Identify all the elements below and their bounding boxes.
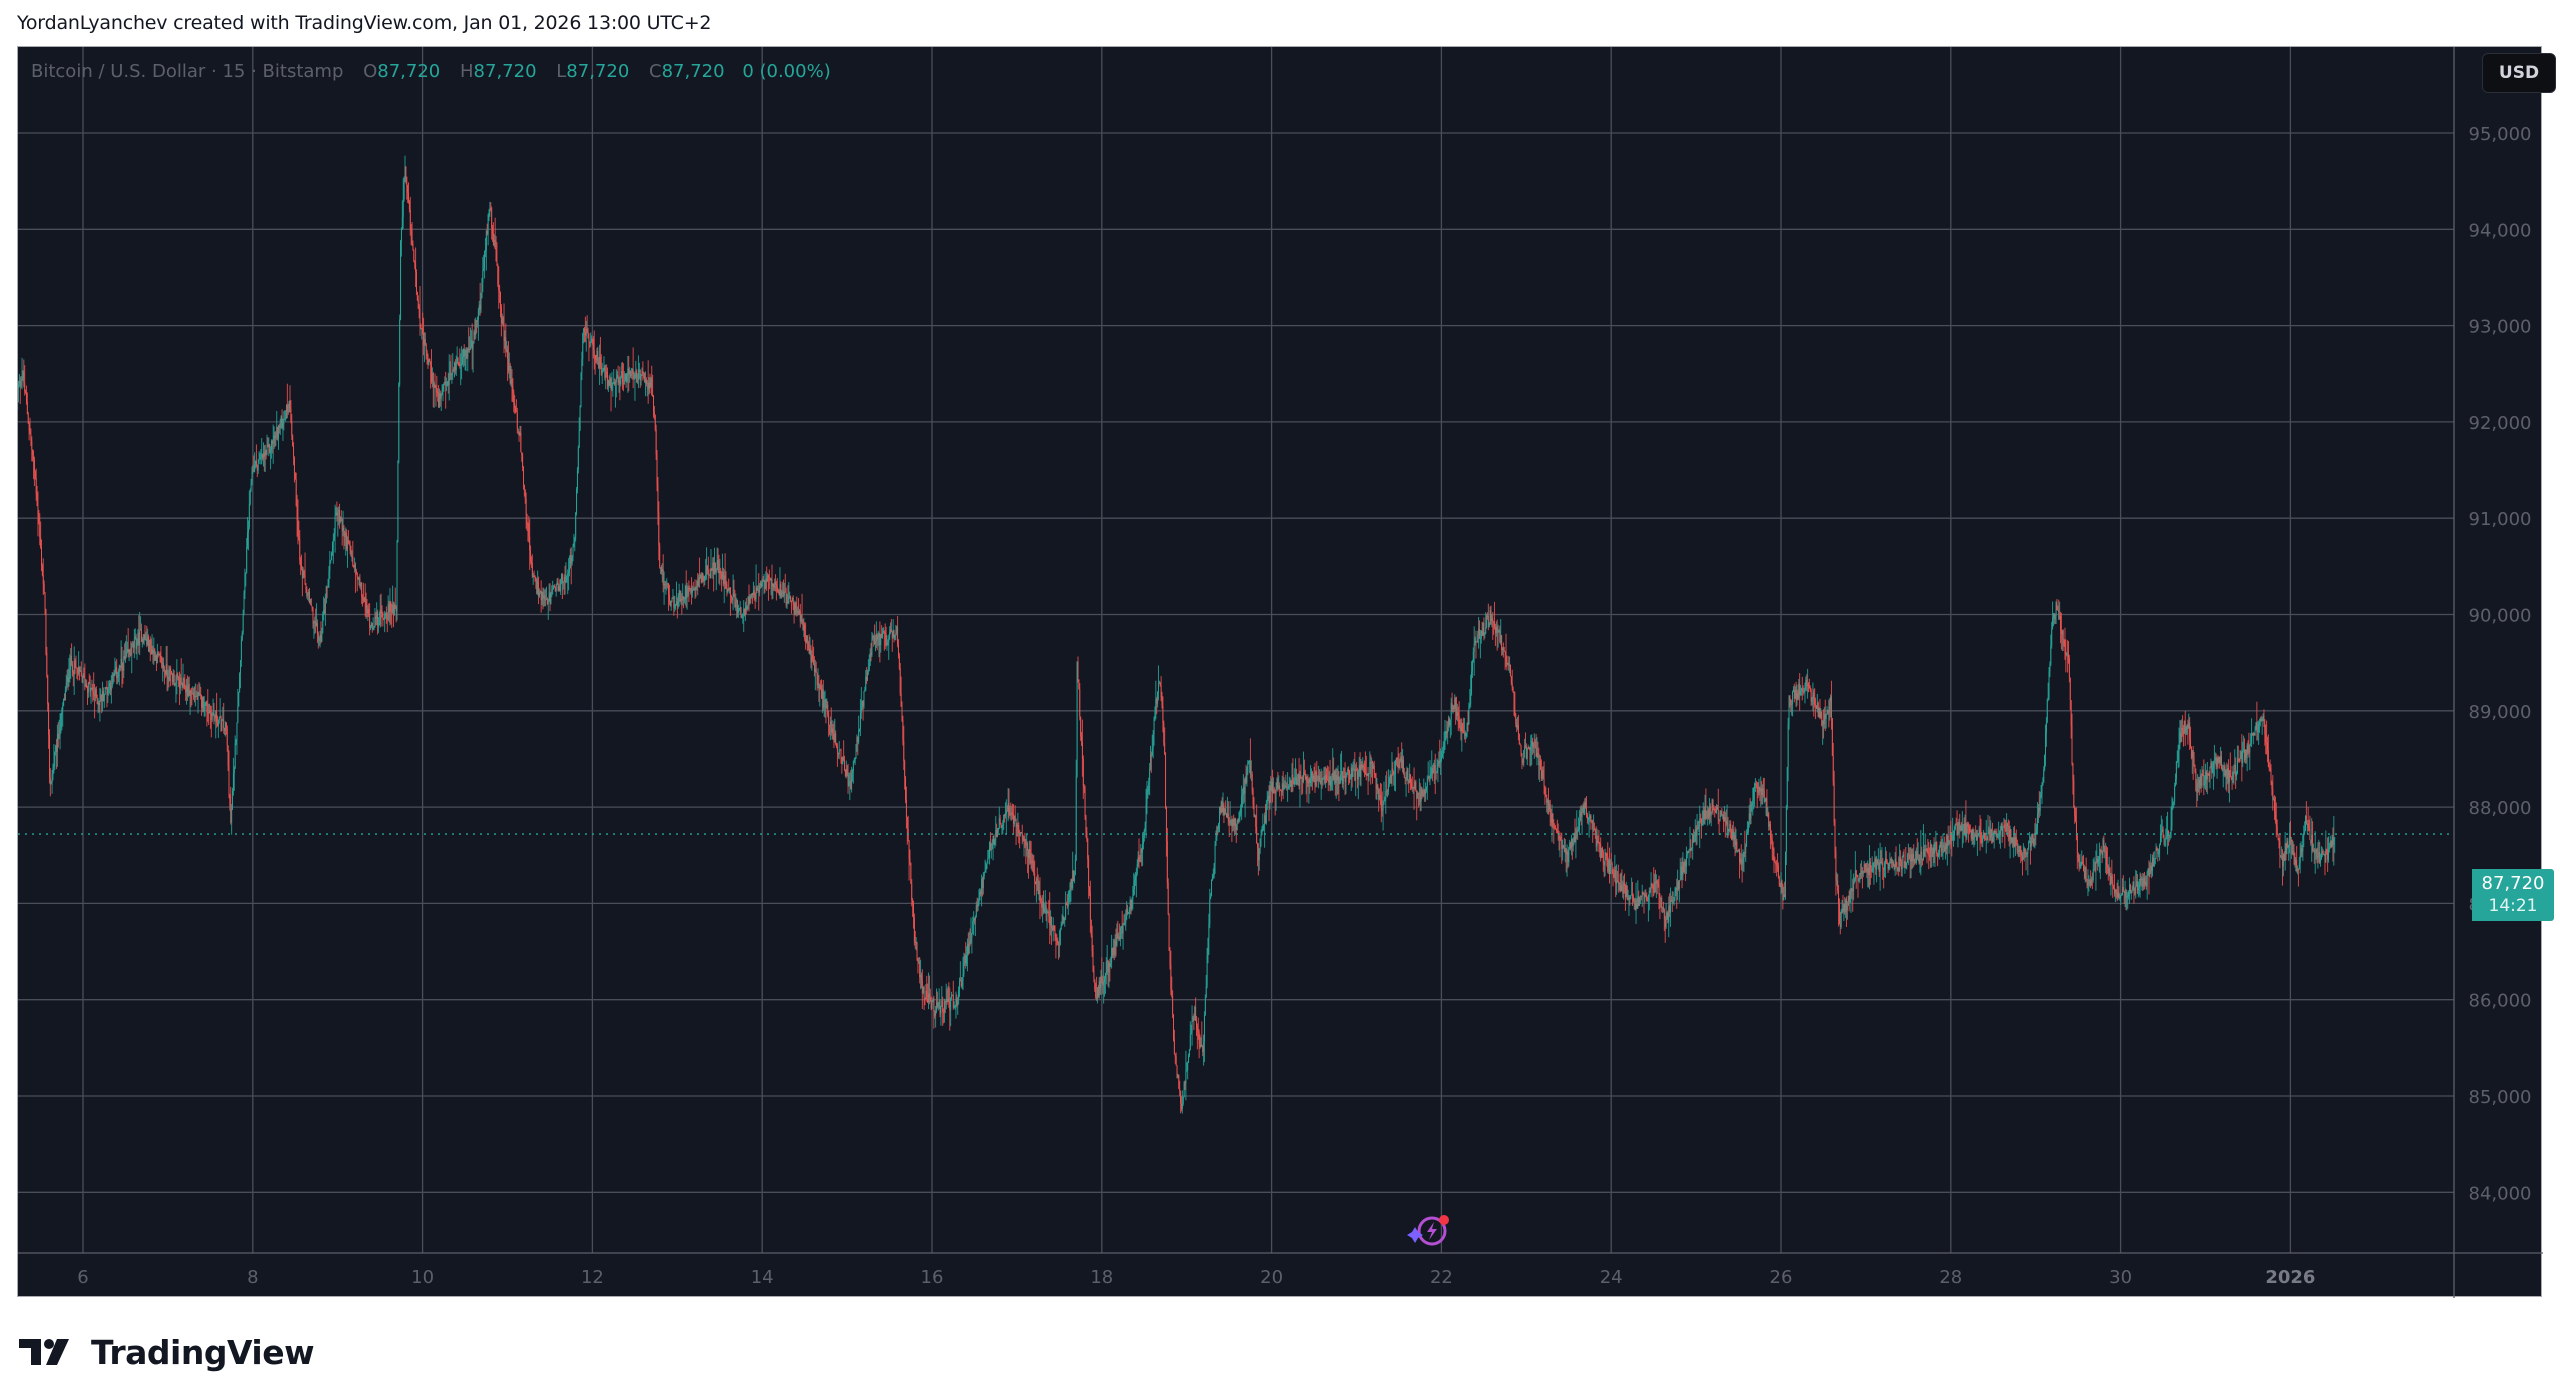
- price-tick-label: 91,000: [2469, 509, 2532, 530]
- bar-countdown: 14:21: [2488, 896, 2538, 916]
- price-tick-label: 88,000: [2469, 798, 2532, 819]
- time-tick-label: 10: [411, 1267, 434, 1288]
- price-tick-label: 85,000: [2469, 1087, 2532, 1108]
- high-value: 87,720: [473, 61, 537, 82]
- symbol-title[interactable]: Bitcoin / U.S. Dollar · 15 · Bitstamp: [31, 61, 344, 82]
- open-label: O: [363, 61, 378, 82]
- price-tick-label: 86,000: [2469, 991, 2532, 1012]
- time-tick-label: 28: [1939, 1267, 1962, 1288]
- open-value: 87,720: [377, 61, 441, 82]
- time-tick-label: 26: [1770, 1267, 1793, 1288]
- time-tick-label: 8: [247, 1267, 258, 1288]
- symbol-legend: Bitcoin / U.S. Dollar · 15 · Bitstamp O8…: [31, 61, 831, 82]
- time-tick-label: 24: [1600, 1267, 1623, 1288]
- price-tick-label: 90,000: [2469, 606, 2532, 627]
- change-value: 0 (0.00%): [742, 61, 831, 82]
- time-tick-label: 18: [1090, 1267, 1113, 1288]
- time-tick-label: 2026: [2265, 1267, 2315, 1288]
- low-value: 87,720: [566, 61, 630, 82]
- grid-lines: [18, 47, 2454, 1253]
- brand-name: TradingView: [91, 1332, 315, 1372]
- time-tick-label: 20: [1260, 1267, 1283, 1288]
- high-label: H: [460, 61, 474, 82]
- price-tick-label: 93,000: [2469, 317, 2532, 338]
- currency-button[interactable]: USD: [2482, 53, 2556, 93]
- time-tick-label: 30: [2109, 1267, 2132, 1288]
- axes: [18, 47, 2543, 1298]
- time-tick-label: 16: [921, 1267, 944, 1288]
- time-tick-label: 14: [751, 1267, 774, 1288]
- time-tick-label: 22: [1430, 1267, 1453, 1288]
- price-axis[interactable]: 95,000 94,000 93,000 92,000 91,000 90,000 89,0…: [2469, 124, 2532, 1204]
- price-tick-label: 84,000: [2469, 1183, 2532, 1204]
- price-tick-label: 94,000: [2469, 220, 2532, 241]
- last-price-tag: 87,720 14:21: [2472, 869, 2554, 921]
- price-tick-label: 95,000: [2469, 124, 2532, 145]
- close-value: 87,720: [661, 61, 725, 82]
- price-tick-label: 89,000: [2469, 702, 2532, 723]
- ai-assistant-icon[interactable]: [1407, 1215, 1449, 1246]
- price-tick-label: 92,000: [2469, 413, 2532, 434]
- low-label: L: [556, 61, 567, 82]
- time-axis[interactable]: 6 8 10 12 14 16 18 20 22 24 26 28 30 2026: [77, 1267, 2315, 1288]
- chart-panel[interactable]: 95,000 94,000 93,000 92,000 91,000 90,000 89,0…: [17, 46, 2556, 1298]
- close-label: C: [649, 61, 662, 82]
- last-price-value: 87,720: [2481, 873, 2545, 894]
- tradingview-mark-icon: [19, 1339, 69, 1365]
- time-tick-label: 12: [581, 1267, 604, 1288]
- time-tick-label: 6: [77, 1267, 88, 1288]
- candlestick-series: [18, 155, 2336, 1114]
- tradingview-logo[interactable]: TradingView: [19, 1332, 315, 1372]
- attribution-text: YordanLyanchev created with TradingView.…: [17, 12, 712, 34]
- price-chart[interactable]: 95,000 94,000 93,000 92,000 91,000 90,000 89,0…: [18, 47, 2543, 1298]
